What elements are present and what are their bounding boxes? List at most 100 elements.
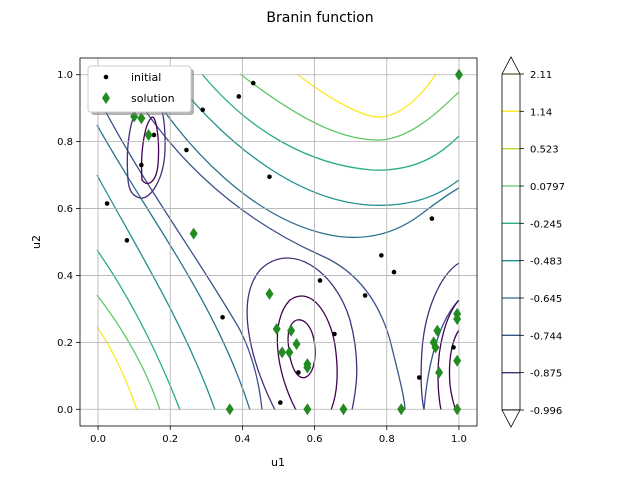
y-tick-label: 1.0 bbox=[57, 70, 73, 81]
solution-point bbox=[292, 338, 301, 351]
initial-point bbox=[391, 269, 397, 275]
contour-line bbox=[239, 73, 460, 141]
solution-point bbox=[144, 128, 153, 141]
colorbar-frame bbox=[501, 73, 521, 411]
colorbar-tick-label: -0.996 bbox=[530, 406, 562, 417]
gridlines bbox=[80, 58, 477, 426]
colorbar-segment bbox=[502, 223, 520, 261]
colorbar-top-extension-icon bbox=[501, 56, 521, 75]
legend-diamond-icon bbox=[102, 92, 110, 104]
legend-label-initial: initial bbox=[131, 71, 161, 84]
legend-label-solution: solution bbox=[131, 92, 175, 105]
initial-point bbox=[362, 293, 368, 298]
colorbar-segment bbox=[502, 148, 520, 186]
colorbar-segments bbox=[502, 73, 520, 411]
initial-point bbox=[236, 94, 242, 99]
solution-point bbox=[285, 346, 294, 359]
x-tick-label: 1.0 bbox=[451, 434, 467, 445]
solution-point bbox=[339, 403, 348, 416]
initial-point bbox=[139, 162, 144, 168]
colorbar-tick-label: -0.645 bbox=[530, 294, 562, 305]
contour-line bbox=[420, 262, 460, 411]
solution-point bbox=[303, 403, 312, 416]
solution-point bbox=[435, 366, 444, 379]
initial-point bbox=[278, 400, 283, 405]
contour-line bbox=[96, 94, 263, 411]
colorbar-tick-label: 0.523 bbox=[530, 145, 559, 156]
legend-dot-icon bbox=[103, 74, 109, 80]
solution-point bbox=[137, 112, 146, 125]
legend-box bbox=[87, 65, 192, 113]
initial-point bbox=[379, 253, 384, 258]
contour-line bbox=[96, 294, 161, 411]
initial-point bbox=[451, 345, 456, 350]
colorbar-tick-label: -0.483 bbox=[530, 257, 562, 268]
contour-line bbox=[246, 257, 358, 411]
initial-point bbox=[151, 132, 157, 138]
contour-line bbox=[423, 299, 460, 411]
contour-line bbox=[96, 174, 216, 411]
y-tick-label: 0.6 bbox=[57, 204, 73, 215]
colorbar-bottom-extension-icon bbox=[501, 409, 521, 428]
initial-point bbox=[296, 370, 301, 375]
colorbar-segment bbox=[502, 298, 520, 336]
initial-point bbox=[220, 314, 225, 320]
initial-point bbox=[184, 147, 189, 153]
contour-line bbox=[96, 249, 181, 411]
colorbar-tick-label: -0.245 bbox=[530, 219, 562, 230]
colorbar-segment bbox=[502, 372, 520, 410]
y-tick-label: 0.4 bbox=[57, 271, 73, 282]
initial-point bbox=[250, 80, 256, 86]
solution-point bbox=[453, 403, 462, 416]
legend: initial solution bbox=[87, 65, 194, 115]
solution-point bbox=[265, 287, 274, 300]
x-tick-label: 0.8 bbox=[379, 434, 395, 445]
solution-point bbox=[433, 324, 442, 337]
colorbar-segment bbox=[502, 260, 520, 298]
solution-point bbox=[397, 403, 406, 416]
y-tick-label: 0.8 bbox=[57, 137, 73, 148]
colorbar-segment bbox=[502, 186, 520, 224]
solution-point bbox=[278, 346, 287, 359]
y-axis-label: u2 bbox=[30, 235, 43, 249]
solution-point bbox=[225, 403, 234, 416]
solution-point bbox=[431, 341, 440, 354]
x-axis-label: u1 bbox=[271, 456, 285, 469]
initial-point bbox=[104, 201, 110, 206]
solution-point bbox=[303, 361, 312, 374]
y-tick-label: 0.2 bbox=[57, 338, 73, 349]
solution-point bbox=[287, 324, 296, 337]
colorbar-segment bbox=[502, 74, 520, 112]
contour-line bbox=[169, 73, 460, 206]
colorbar-segment bbox=[502, 335, 520, 373]
solution-point bbox=[454, 68, 463, 81]
chart-title: Branin function bbox=[266, 10, 373, 26]
x-tick-label: 0.4 bbox=[234, 434, 250, 445]
contour-line bbox=[96, 124, 251, 411]
contour-line bbox=[296, 73, 437, 118]
solution-point bbox=[453, 354, 462, 367]
initial-point bbox=[317, 278, 323, 283]
contour-line bbox=[140, 116, 160, 185]
y-axis-ticks: 0.0 0.2 0.4 0.6 0.8 1.0 bbox=[57, 70, 80, 416]
contour-line bbox=[139, 73, 460, 239]
x-axis-ticks: 0.0 0.2 0.4 0.6 0.8 1.0 bbox=[90, 426, 467, 445]
solution-point bbox=[453, 312, 462, 325]
contour-lines bbox=[96, 73, 460, 411]
colorbar: -0.996 -0.875 -0.744 -0.645 -0.483 -0.245 0.07… bbox=[501, 56, 565, 428]
colorbar-tick-label: 1.14 bbox=[530, 107, 552, 118]
contour-line bbox=[276, 295, 338, 411]
x-tick-label: 0.0 bbox=[90, 434, 106, 445]
colorbar-tick-label: 2.11 bbox=[530, 70, 552, 81]
colorbar-tick-label: 0.0797 bbox=[530, 182, 565, 193]
initial-point bbox=[267, 174, 272, 180]
x-tick-label: 0.6 bbox=[307, 434, 323, 445]
contour-line bbox=[201, 73, 460, 171]
y-tick-label: 0.0 bbox=[57, 405, 73, 416]
x-tick-label: 0.2 bbox=[162, 434, 178, 445]
plot-frame bbox=[79, 57, 478, 427]
initial-point bbox=[124, 238, 130, 243]
colorbar-ticks: -0.996 -0.875 -0.744 -0.645 -0.483 -0.245 0.07… bbox=[520, 70, 565, 417]
solution-point bbox=[189, 227, 198, 240]
